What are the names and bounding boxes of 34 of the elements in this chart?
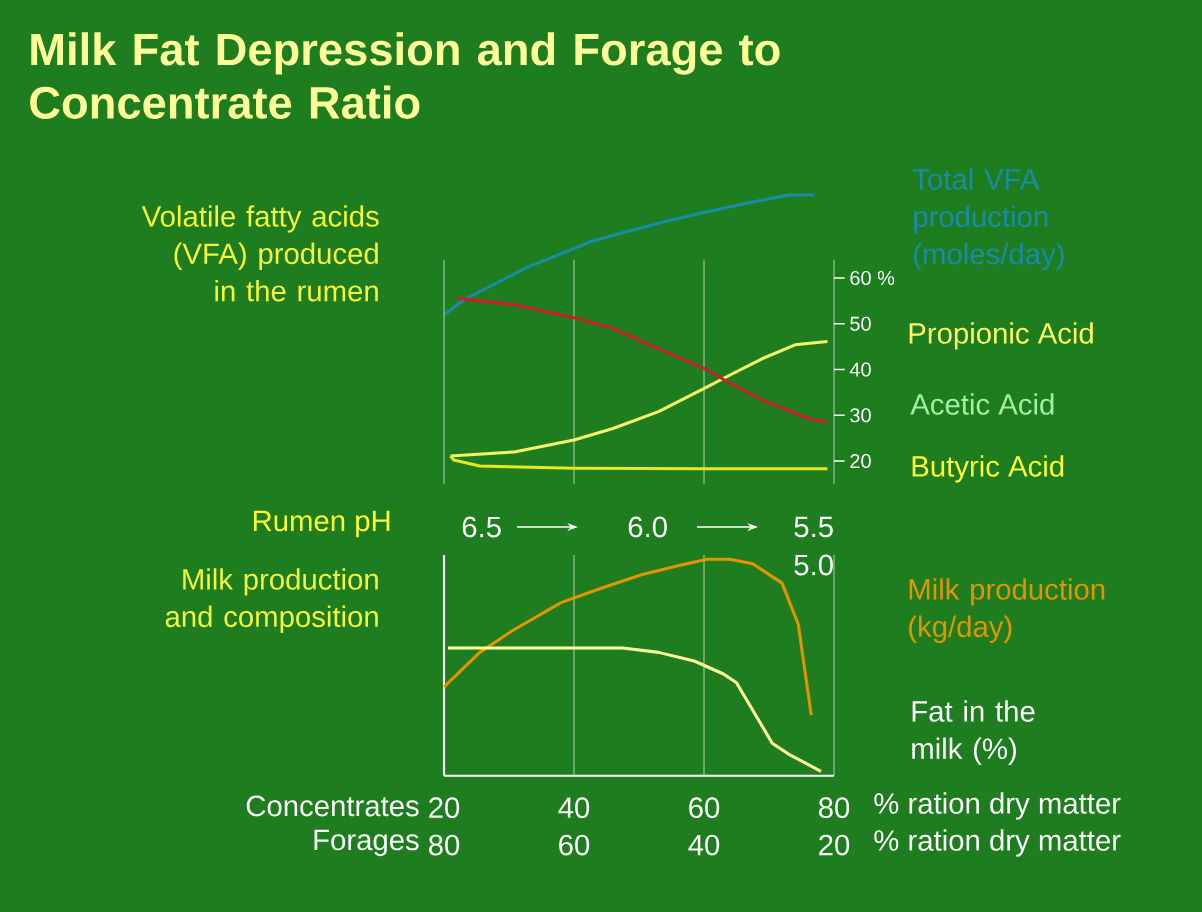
- x-tick-label: 20: [429, 797, 460, 819]
- y-tick-label: 40: [849, 362, 871, 377]
- y-tick-label: 30: [850, 408, 871, 423]
- line-series: [448, 454, 830, 471]
- y-axis-title: Volatile fatty acids (VFA) produced in the rumen: [141, 205, 379, 302]
- text: Fat in the milk (%): [912, 700, 1035, 765]
- x-tick-label: 40: [558, 797, 590, 819]
- text: 6.0: [628, 516, 667, 538]
- x2-tick-label: 40: [688, 834, 720, 856]
- line-series: [455, 296, 830, 424]
- annotation: 5.0: [794, 554, 833, 576]
- x-tick-label: 60: [689, 797, 720, 819]
- chart-title: Milk Fat Depression and Forage to Concentrate Ratio: [30, 32, 780, 119]
- text: Milk production (kg/day): [909, 578, 1105, 643]
- text: Acetic Acid: [910, 393, 1054, 415]
- x2-axis-title: Forages: [314, 829, 419, 857]
- y-tick-label: 60 %: [850, 270, 895, 286]
- text: Propionic Acid: [909, 322, 1093, 350]
- y-tick-label: 20: [850, 453, 871, 469]
- line-series: [448, 340, 830, 458]
- x-axis-title: Concentrates: [246, 795, 419, 817]
- text: 5.5: [794, 516, 833, 538]
- text: Total VFA production (moles/day): [912, 168, 1064, 271]
- text: Rumen pH: [253, 510, 390, 538]
- x-tick-label: 80: [818, 797, 850, 819]
- text: % ration dry matter: [874, 792, 1121, 820]
- text: 6.5: [462, 516, 501, 538]
- y-axis-title: Milk production and composition: [165, 568, 378, 633]
- text: Butyric Acid: [912, 455, 1064, 483]
- y-tick-label: 50: [850, 316, 871, 331]
- x2-tick-label: 20: [819, 834, 850, 856]
- x2-tick-label: 60: [559, 834, 590, 856]
- text: % ration dry matter: [874, 829, 1121, 857]
- x2-tick-label: 80: [428, 834, 460, 856]
